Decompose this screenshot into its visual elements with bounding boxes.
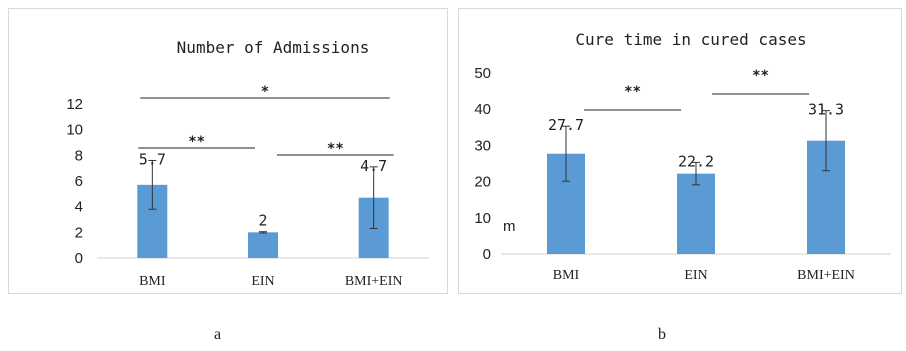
- category-label: EIN: [684, 268, 707, 283]
- data-label: 31.3: [808, 101, 844, 119]
- y-tick-label: 30: [474, 137, 491, 154]
- data-label: 4.7: [360, 157, 387, 175]
- data-label: 22.2: [678, 152, 714, 170]
- significance-marker: **: [188, 134, 205, 150]
- category-label: EIN: [251, 274, 274, 289]
- y-tick-label: 6: [75, 173, 83, 190]
- y-tick-label: 20: [474, 174, 491, 191]
- y-tick-label: 40: [474, 101, 491, 118]
- chart-a: Number of Admissions 0 2 4 6 8 10 12 5.7 BMI 2 EIN 4…: [66, 38, 429, 289]
- data-label: 5.7: [139, 150, 166, 168]
- y-tick-label: 2: [75, 224, 83, 241]
- chart-b: Cure time in cured cases 0 10 20 30 40 50 27.7 B…: [474, 30, 891, 283]
- y-tick-label: 50: [474, 65, 491, 82]
- caption-b: b: [658, 326, 666, 343]
- caption-a: a: [214, 326, 222, 343]
- y-tick-label: 4: [75, 199, 83, 216]
- unit-label: m: [503, 218, 516, 235]
- y-tick-label: 0: [75, 250, 83, 267]
- significance-marker: *: [261, 84, 269, 100]
- chart-panel-a: Number of Admissions 0 2 4 6 8 10 12 5.7 BMI 2 EIN 4…: [8, 8, 448, 294]
- y-tick-label: 0: [483, 246, 491, 263]
- chart-panel-b: Cure time in cured cases 0 10 20 30 40 50 27.7 B…: [458, 8, 902, 294]
- significance-marker: **: [327, 141, 344, 157]
- significance-marker: **: [624, 84, 641, 100]
- y-tick-label: 12: [66, 96, 83, 113]
- chart-title: Cure time in cured cases: [575, 30, 806, 49]
- category-label: BMI: [553, 268, 580, 283]
- y-tick-label: 10: [66, 122, 83, 139]
- chart-title: Number of Admissions: [177, 38, 370, 57]
- significance-marker: **: [752, 68, 769, 84]
- data-label: 27.7: [548, 116, 584, 134]
- category-label: BMI+EIN: [797, 268, 855, 283]
- category-label: BMI+EIN: [345, 274, 403, 289]
- y-tick-label: 10: [474, 210, 491, 227]
- bar-ein: [248, 232, 278, 258]
- bar-ein: [677, 173, 715, 254]
- category-label: BMI: [139, 274, 166, 289]
- y-tick-label: 8: [75, 147, 83, 164]
- data-label: 2: [258, 212, 267, 230]
